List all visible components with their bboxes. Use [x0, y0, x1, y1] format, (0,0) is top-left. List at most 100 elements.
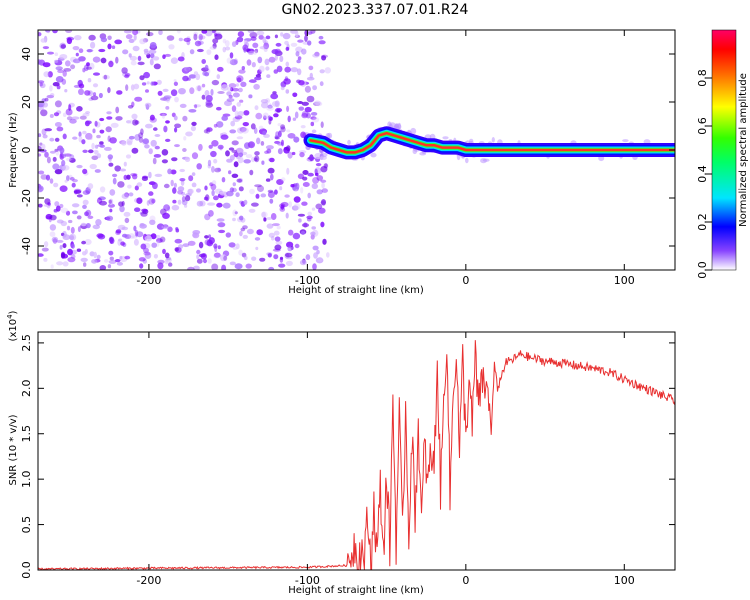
- noise-blob: [109, 256, 115, 261]
- noise-blob: [221, 177, 226, 183]
- noise-blob: [138, 132, 144, 139]
- noise-blob: [131, 147, 139, 154]
- noise-blob: [311, 207, 316, 211]
- noise-blob: [228, 94, 233, 99]
- noise-blob: [156, 79, 162, 85]
- noise-blob: [258, 65, 265, 73]
- noise-blob: [217, 91, 225, 94]
- noise-blob: [301, 223, 310, 228]
- noise-blob: [300, 131, 306, 139]
- noise-blob: [171, 204, 180, 211]
- noise-blob: [64, 153, 72, 157]
- noise-blob: [308, 65, 314, 71]
- noise-blob: [174, 127, 178, 133]
- noise-blob: [44, 97, 49, 102]
- noise-blob: [39, 82, 46, 89]
- noise-blob: [239, 230, 243, 237]
- noise-blob: [217, 66, 224, 72]
- noise-blob: [256, 229, 264, 236]
- spectrogram-y-tick-label: 0: [20, 147, 33, 154]
- noise-blob: [125, 34, 133, 40]
- noise-blob: [38, 59, 42, 65]
- noise-blob: [95, 144, 99, 149]
- noise-blob: [141, 82, 147, 86]
- noise-blob: [71, 203, 80, 208]
- noise-blob: [137, 61, 145, 66]
- noise-blob: [206, 127, 213, 132]
- noise-blob: [168, 262, 173, 267]
- noise-blob: [59, 147, 65, 154]
- noise-blob: [146, 81, 150, 85]
- noise-blob: [144, 235, 152, 242]
- noise-blob: [175, 227, 179, 231]
- noise-blob: [182, 75, 189, 82]
- noise-blob: [298, 106, 305, 111]
- noise-blob: [297, 213, 305, 217]
- noise-blob: [90, 95, 99, 101]
- noise-blob: [279, 186, 283, 191]
- noise-blob: [54, 169, 63, 175]
- noise-blob: [88, 34, 96, 41]
- noise-blob: [240, 227, 246, 232]
- noise-blob: [72, 210, 78, 215]
- noise-blob: [182, 148, 187, 152]
- noise-blob: [211, 180, 217, 186]
- noise-blob: [312, 245, 319, 251]
- noise-blob: [321, 182, 325, 189]
- noise-blob: [69, 118, 77, 124]
- noise-blob: [183, 136, 187, 141]
- noise-blob: [274, 189, 278, 195]
- noise-blob: [153, 127, 158, 131]
- noise-blob: [248, 79, 257, 83]
- noise-blob: [107, 154, 114, 160]
- noise-blob: [114, 165, 121, 172]
- noise-blob: [49, 231, 56, 237]
- noise-blob: [89, 136, 93, 141]
- noise-blob: [181, 191, 186, 196]
- noise-blob: [107, 43, 112, 50]
- noise-blob: [212, 43, 217, 49]
- noise-blob: [96, 254, 101, 260]
- noise-blob: [105, 215, 114, 221]
- noise-blob: [238, 69, 246, 74]
- noise-blob: [109, 137, 117, 144]
- noise-blob: [197, 48, 204, 53]
- noise-blob: [173, 81, 178, 87]
- noise-blob: [258, 34, 264, 40]
- noise-blob: [304, 34, 308, 42]
- noise-blob: [273, 113, 279, 118]
- noise-blob: [38, 133, 42, 138]
- noise-blob: [249, 32, 258, 38]
- noise-blob: [162, 248, 166, 255]
- noise-blob: [139, 223, 147, 229]
- noise-blob: [69, 154, 75, 161]
- noise-blob: [251, 61, 256, 68]
- noise-blob: [236, 102, 242, 107]
- noise-blob: [237, 31, 245, 38]
- noise-blob: [71, 182, 76, 188]
- noise-blob: [108, 250, 114, 256]
- noise-blob: [38, 185, 44, 192]
- noise-blob: [47, 71, 53, 78]
- noise-blob: [109, 189, 116, 196]
- noise-blob: [89, 251, 95, 257]
- noise-blob: [55, 76, 64, 83]
- noise-blob: [38, 253, 44, 257]
- noise-blob: [231, 41, 237, 47]
- noise-blob: [279, 257, 284, 263]
- snr-line-layer: [38, 340, 675, 570]
- noise-blob: [124, 255, 131, 260]
- spectrogram-x-tick-label: -100: [295, 274, 320, 287]
- noise-blob: [64, 89, 68, 93]
- noise-blob: [60, 220, 67, 227]
- noise-blob: [236, 127, 245, 134]
- noise-blob: [139, 38, 146, 45]
- noise-blob: [274, 136, 280, 140]
- noise-blob: [196, 188, 201, 193]
- noise-blob: [123, 174, 128, 181]
- noise-blob: [281, 177, 286, 182]
- noise-blob: [126, 120, 132, 124]
- noise-blob: [272, 248, 281, 252]
- noise-blob: [207, 159, 212, 167]
- noise-blob: [266, 105, 274, 111]
